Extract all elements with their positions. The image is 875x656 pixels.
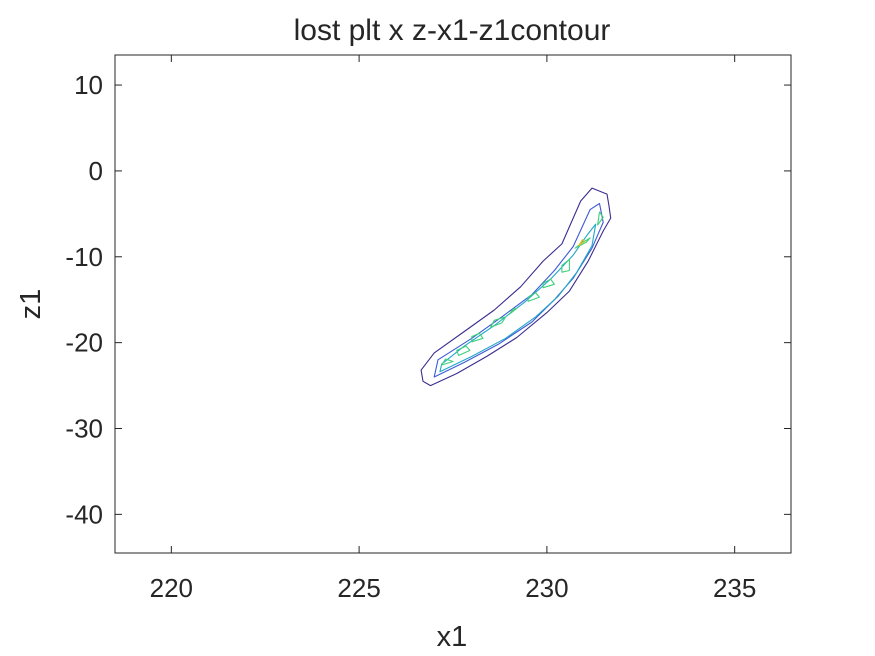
x-axis-ticks: 220 225 230 235 — [150, 55, 756, 603]
contour-level-1-line-0 — [420, 187, 612, 387]
y-tick-label: -30 — [65, 414, 103, 444]
contour-level-4-line-6 — [490, 316, 507, 328]
y-axis-label: z1 — [15, 289, 47, 320]
contour-level-4-line-4 — [456, 345, 471, 357]
y-tick-label: -20 — [65, 328, 103, 358]
x-tick-label: 220 — [150, 573, 193, 603]
y-tick-label: 10 — [74, 70, 103, 100]
contour-lines — [420, 187, 612, 387]
plot-area — [114, 54, 792, 554]
contour-level-4-line-7 — [508, 307, 518, 315]
contour-level-5-line-13 — [578, 239, 585, 247]
y-tick-label: -40 — [65, 499, 103, 529]
contour-level-4-line-5 — [471, 332, 484, 343]
y-tick-label: 0 — [89, 156, 103, 186]
contour-level-4-line-8 — [527, 292, 540, 302]
y-axis-ticks: 10 0 -10 -20 -30 -40 — [65, 70, 791, 529]
chart-title: lost plt x z-x1-z1contour — [294, 14, 611, 47]
x-tick-label: 230 — [525, 573, 568, 603]
contour-level-4-line-12 — [597, 211, 604, 226]
contour-level-4-line-9 — [542, 278, 555, 289]
contour-level-4-line-10 — [561, 258, 570, 273]
x-axis-label: x1 — [437, 621, 468, 653]
x-tick-label: 235 — [713, 573, 756, 603]
contour-level-4-line-3 — [441, 358, 454, 366]
y-tick-label: -10 — [65, 242, 103, 272]
x-tick-label: 225 — [337, 573, 380, 603]
contour-level-3-line-2 — [439, 223, 597, 373]
